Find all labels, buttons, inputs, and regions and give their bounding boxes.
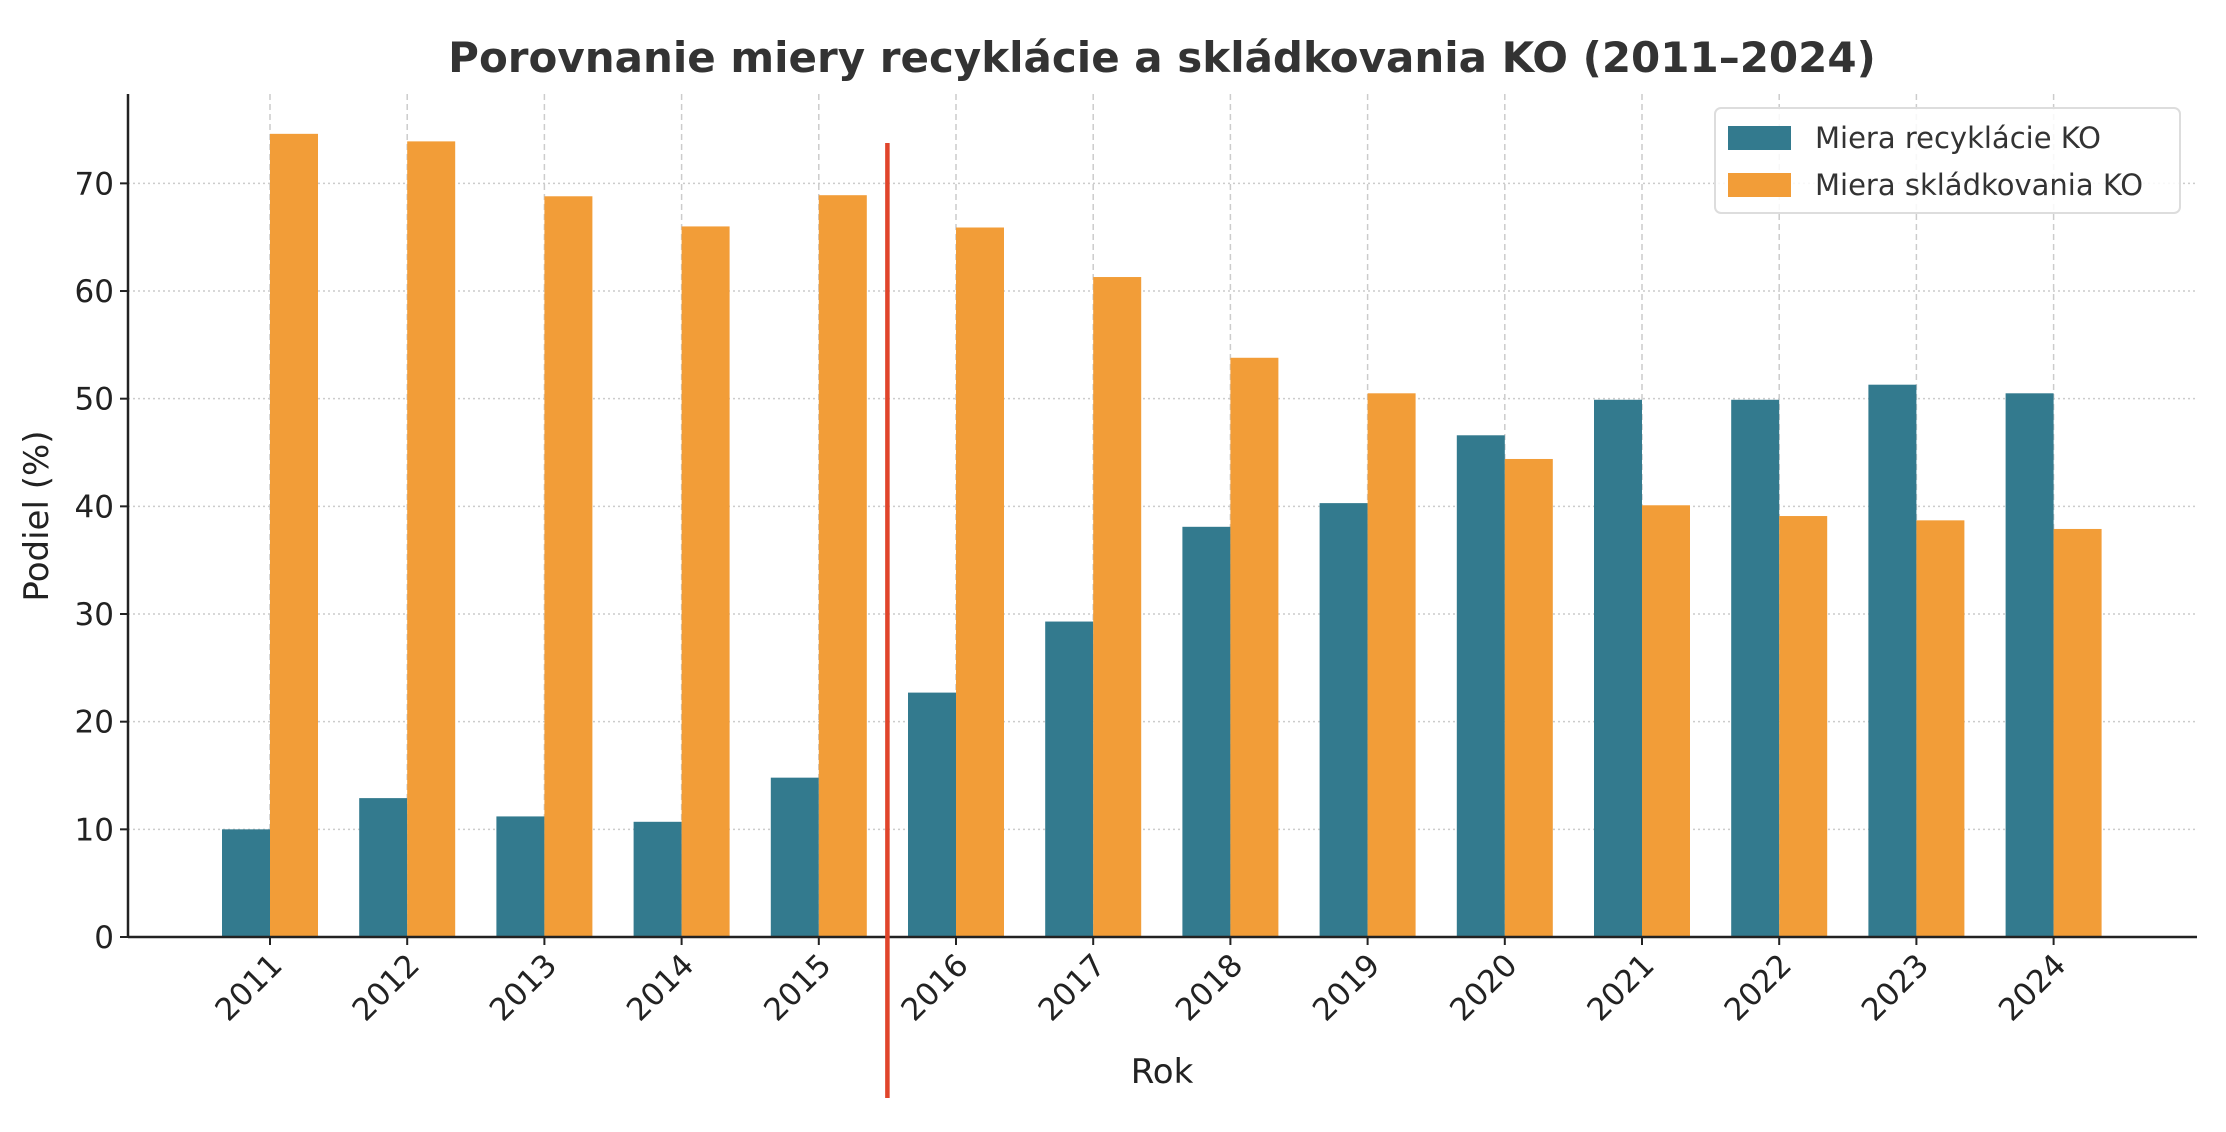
- y-tick-label: 60: [75, 274, 114, 310]
- bar-recycling: [1045, 621, 1094, 937]
- bar-recycling: [1868, 384, 1917, 937]
- bar-landfill: [1093, 277, 1142, 937]
- x-tick-label: 2016: [894, 947, 975, 1028]
- legend-swatch: [1728, 126, 1791, 150]
- y-tick-label: 10: [75, 812, 114, 848]
- legend-label: Miera skládkovania KO: [1815, 168, 2143, 202]
- bar-recycling: [770, 777, 819, 937]
- bar-recycling: [633, 821, 682, 937]
- axes: [126, 94, 2197, 1098]
- legend-box: [1714, 107, 2181, 214]
- y-tick-label: 70: [75, 166, 114, 202]
- bar-recycling: [908, 692, 956, 937]
- bar-recycling: [1182, 526, 1231, 937]
- x-tick-label: 2019: [1306, 947, 1387, 1028]
- y-axis-label: Podiel (%): [17, 430, 57, 601]
- bar-recycling: [2005, 393, 2054, 937]
- bar-recycling: [496, 816, 545, 937]
- y-tick-label: 30: [75, 597, 114, 633]
- bar-landfill: [2053, 528, 2102, 937]
- legend-swatch: [1728, 173, 1791, 197]
- x-tick-label: 2011: [208, 947, 289, 1028]
- x-tick-label: 2023: [1855, 947, 1936, 1028]
- bar-landfill: [681, 226, 730, 937]
- bar-recycling: [1731, 399, 1780, 937]
- bar-landfill: [818, 195, 867, 937]
- bar-recycling: [1319, 503, 1368, 937]
- bar-landfill: [1642, 505, 1690, 937]
- x-tick-label: 2022: [1718, 947, 1799, 1028]
- y-tick-label: 40: [75, 489, 114, 525]
- x-tick-label: 2021: [1580, 947, 1661, 1028]
- x-tick-label: 2015: [757, 947, 838, 1028]
- bar-landfill: [1367, 393, 1416, 937]
- y-tick-label: 50: [75, 382, 114, 418]
- y-tick-label: 20: [75, 705, 114, 741]
- x-tick-label: 2013: [483, 947, 564, 1028]
- bars: [222, 133, 2102, 938]
- bar-landfill: [1916, 520, 1965, 937]
- bar-landfill: [270, 133, 318, 937]
- bar-recycling: [359, 798, 408, 937]
- x-tick-label: 2017: [1032, 947, 1113, 1028]
- bar-landfill: [544, 196, 593, 938]
- x-tick-label: 2014: [620, 947, 701, 1028]
- bar-landfill: [1504, 458, 1553, 937]
- bar-recycling: [1594, 399, 1642, 937]
- bar-landfill: [1779, 516, 1828, 937]
- x-tick-label: 2024: [1992, 947, 2073, 1028]
- bar-recycling: [1456, 435, 1505, 937]
- bar-recycling: [222, 829, 270, 937]
- x-tick-label: 2020: [1443, 947, 1524, 1028]
- bar-landfill: [407, 141, 456, 937]
- legend: Miera recyklácie KO Miera skládkovania KO: [1714, 107, 2181, 214]
- bar-landfill: [956, 227, 1004, 937]
- chart-title: Porovnanie miery recyklácie a skládkovan…: [448, 33, 1876, 82]
- x-tick-label: 2012: [346, 947, 427, 1028]
- y-tick-label: 0: [94, 920, 114, 956]
- x-axis-label: Rok: [1131, 1052, 1194, 1092]
- x-tick-label: 2018: [1169, 947, 1250, 1028]
- legend-label: Miera recyklácie KO: [1815, 121, 2101, 155]
- bar-landfill: [1230, 357, 1279, 938]
